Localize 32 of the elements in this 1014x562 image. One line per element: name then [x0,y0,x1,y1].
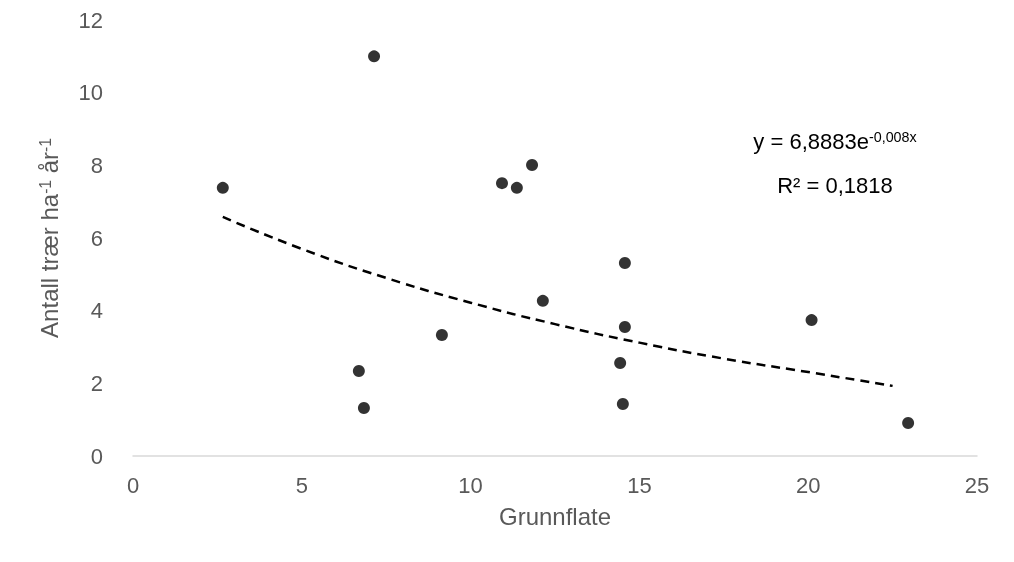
point [357,402,370,415]
x-tick-label: 0 [126,472,140,498]
point [805,314,818,327]
point [536,294,549,307]
point [368,50,381,63]
y-tick-label: 0 [90,443,103,469]
line-series [221,215,894,388]
x-tick-label: 15 [627,472,652,498]
point [435,329,448,342]
y-tick-label: 8 [90,152,103,178]
x-tick-label: 20 [795,472,821,498]
point [510,181,523,194]
point [526,158,539,171]
x-axis-title: Grunnflate [498,502,612,530]
point [902,416,915,429]
y-tick-label: 4 [90,298,103,324]
point [216,181,229,194]
point [496,177,508,190]
y-axis-title: Antall trær ha-1 år-1 [35,138,63,338]
point [618,321,631,334]
annotation: R² = 0,1818 [777,172,893,198]
x-tick-label: 10 [458,472,483,498]
point [616,398,629,411]
y-tick-label: 2 [90,370,103,396]
y-tick-label: 10 [78,80,103,106]
point [352,364,365,377]
point [614,356,627,369]
point [618,257,631,270]
y-tick-label: 12 [78,7,103,33]
x-tick-label: 5 [295,472,308,498]
y-tick-label: 6 [90,225,103,251]
x-tick-label: 25 [964,472,990,498]
